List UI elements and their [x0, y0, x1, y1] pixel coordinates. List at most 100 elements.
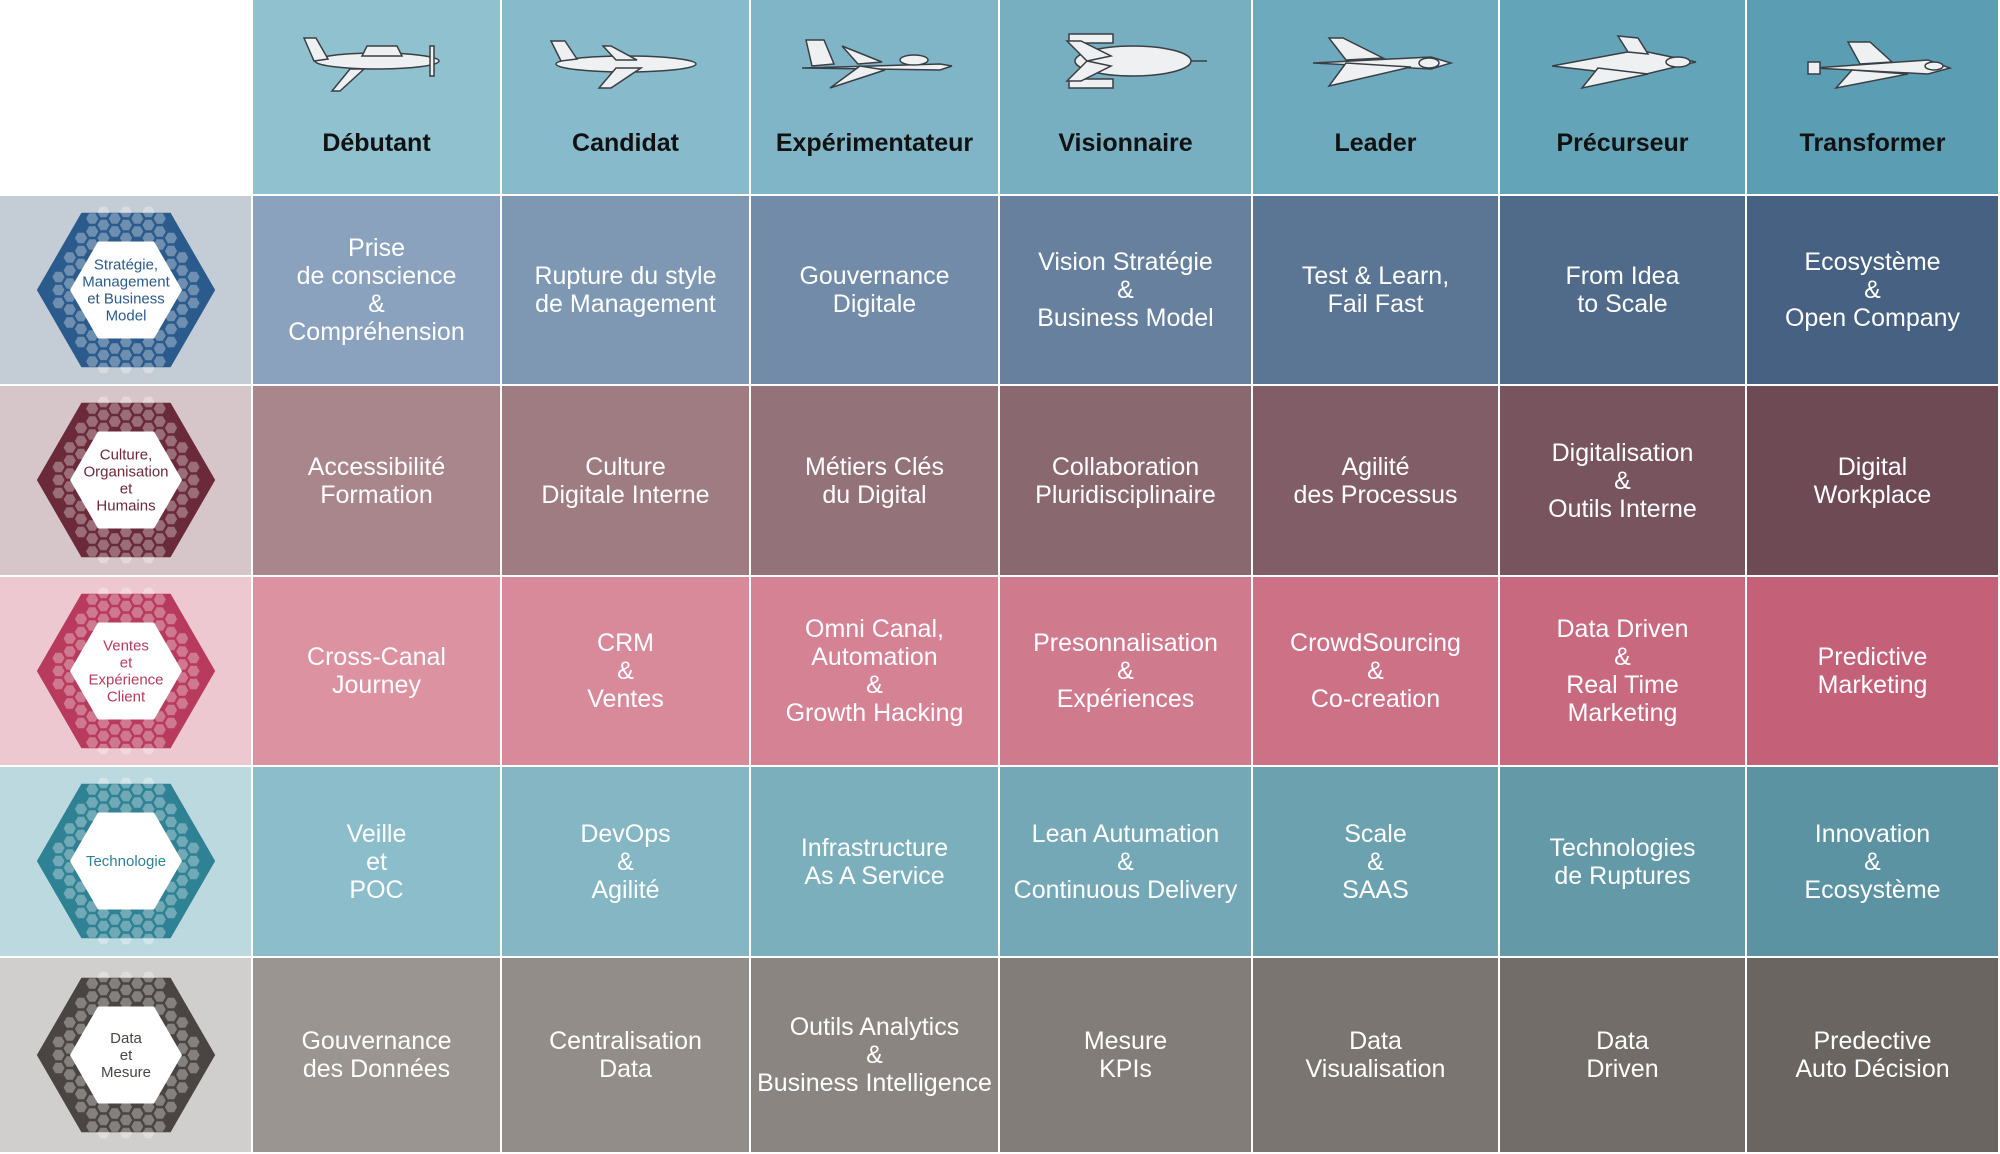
matrix-cell-text: Infrastructure As A Service	[800, 833, 949, 890]
matrix-cell: Centralisation Data	[502, 958, 749, 1152]
matrix-cell: Data Visualisation	[1253, 958, 1498, 1152]
matrix-cell-text: From Idea to Scale	[1565, 262, 1680, 318]
matrix-cell-text: Data Visualisation	[1305, 1027, 1446, 1083]
matrix-cell: Scale & SAAS	[1253, 767, 1498, 956]
matrix-cell: Test & Learn, Fail Fast	[1253, 196, 1498, 384]
matrix-cell: Technologies de Ruptures	[1500, 767, 1745, 956]
column-label: Leader	[1334, 129, 1417, 157]
row-category-label: Organisation	[83, 464, 168, 481]
matrix-cell-text: Omni Canal, Automation & Growth Hacking	[785, 615, 964, 727]
matrix-cell-text: Data Driven & Real Time Marketing	[1556, 615, 1689, 727]
row-category-label: Technologie	[85, 853, 165, 870]
light-aircraft-icon	[292, 16, 462, 129]
matrix-cell-text: Rupture du style de Management	[534, 262, 717, 318]
matrix-cell-text: Scale & SAAS	[1342, 819, 1409, 904]
space-shuttle-icon	[1291, 16, 1461, 129]
matrix-cell: Predictive Marketing	[1747, 577, 1998, 765]
matrix-cell-text: Métiers Clés du Digital	[805, 452, 944, 509]
matrix-cell: Gouvernance Digitale	[751, 196, 998, 384]
matrix-cell: Omni Canal, Automation & Growth Hacking	[751, 577, 998, 765]
row-category-label: Humains	[96, 498, 155, 515]
matrix-cell: Data Driven	[1500, 958, 1745, 1152]
spaceplane-icon	[1538, 16, 1708, 129]
matrix-cell-text: Presonnalisation & Expériences	[1033, 629, 1218, 713]
matrix-cell-text: DevOps & Agilité	[580, 819, 671, 904]
matrix-cell: Infrastructure As A Service	[751, 767, 998, 956]
matrix-cell-text: CRM & Ventes	[587, 629, 664, 713]
row-category-label: et Business	[87, 290, 165, 307]
matrix-cell: Lean Autumation & Continuous Delivery	[1000, 767, 1251, 956]
matrix-cell: Collaboration Pluridisciplinaire	[1000, 386, 1251, 575]
row-category-label: Management	[82, 273, 170, 290]
row-category-hexagon: Technologie	[0, 767, 251, 956]
matrix-cell: Culture Digitale Interne	[502, 386, 749, 575]
matrix-cell-text: Ecosystème & Open Company	[1784, 248, 1961, 332]
matrix-cell-text: Veille et POC	[346, 819, 407, 904]
fighter-jet-icon	[790, 16, 960, 129]
row-category-label: Culture,	[99, 447, 152, 464]
column-label: Transformer	[1799, 129, 1946, 157]
column-label: Visionnaire	[1058, 129, 1193, 157]
matrix-cell-text: Gouvernance des Données	[301, 1027, 452, 1083]
column-label: Débutant	[322, 129, 431, 157]
column-label: Candidat	[572, 129, 679, 157]
matrix-cell: Vision Stratégie & Business Model	[1000, 196, 1251, 384]
column-header: Débutant	[253, 0, 500, 194]
row-category-label: Client	[106, 688, 145, 705]
matrix-cell-text: Vision Stratégie & Business Model	[1037, 248, 1214, 332]
matrix-cell: Predective Auto Décision	[1747, 958, 1998, 1152]
matrix-cell: Mesure KPIs	[1000, 958, 1251, 1152]
matrix-cell-text: Test & Learn, Fail Fast	[1301, 262, 1450, 318]
matrix-cell-text: Gouvernance Digitale	[799, 262, 950, 318]
matrix-cell-text: Centralisation Data	[549, 1027, 702, 1083]
matrix-cell-text: Culture Digitale Interne	[541, 452, 710, 509]
matrix-cell: Métiers Clés du Digital	[751, 386, 998, 575]
column-label: Précurseur	[1556, 129, 1689, 157]
matrix-cell: CrowdSourcing & Co-creation	[1253, 577, 1498, 765]
matrix-cell: Data Driven & Real Time Marketing	[1500, 577, 1745, 765]
row-category-hexagon: Culture, Organisation et Humains	[0, 386, 251, 575]
matrix-cell: CRM & Ventes	[502, 577, 749, 765]
row-category-hexagon: Data et Mesure	[0, 958, 251, 1152]
column-header: Visionnaire	[1000, 0, 1251, 194]
shuttle-orbiter-icon	[1788, 16, 1958, 129]
matrix-cell-text: CrowdSourcing & Co-creation	[1290, 629, 1461, 713]
matrix-cell-text: Outils Analytics & Business Intelligence	[757, 1013, 992, 1097]
matrix-cell-text: Agilité des Processus	[1293, 452, 1458, 509]
matrix-cell: Innovation & Ecosystème	[1747, 767, 1998, 956]
row-category-label: et	[119, 654, 132, 671]
matrix-cell-text: Collaboration Pluridisciplinaire	[1035, 452, 1216, 509]
row-category-label: et	[119, 481, 132, 498]
matrix-cell: Digital Workplace	[1747, 386, 1998, 575]
row-category-label: Stratégie,	[93, 256, 157, 273]
matrix-cell-text: Digitalisation & Outils Interne	[1548, 438, 1697, 523]
row-category-label: Ventes	[103, 637, 149, 654]
row-category-hexagon: Ventes et Expérience Client	[0, 577, 251, 765]
row-category-label: et	[119, 1047, 132, 1064]
column-header: Candidat	[502, 0, 749, 194]
matrix-cell-text: Predective Auto Décision	[1795, 1027, 1950, 1083]
matrix-cell: Rupture du style de Management	[502, 196, 749, 384]
column-header: Leader	[1253, 0, 1498, 194]
row-category-label: Mesure	[100, 1064, 150, 1081]
matrix-cell: Cross-Canal Journey	[253, 577, 500, 765]
matrix-cell: Ecosystème & Open Company	[1747, 196, 1998, 384]
matrix-cell-text: Prise de conscience & Compréhension	[288, 234, 465, 346]
matrix-cell: Presonnalisation & Expériences	[1000, 577, 1251, 765]
matrix-cell: DevOps & Agilité	[502, 767, 749, 956]
matrix-cell-text: Lean Autumation & Continuous Delivery	[1013, 819, 1238, 904]
row-category-label: Expérience	[88, 671, 163, 688]
column-header: Précurseur	[1500, 0, 1745, 194]
matrix-cell: Prise de conscience & Compréhension	[253, 196, 500, 384]
space-shuttle-stack-icon	[1041, 16, 1211, 129]
row-category-hexagon: Stratégie, Management et Business Model	[0, 196, 251, 384]
matrix-cell-text: Digital Workplace	[1813, 452, 1932, 509]
matrix-cell: Accessibilité Formation	[253, 386, 500, 575]
matrix-cell: Gouvernance des Données	[253, 958, 500, 1152]
airliner-icon	[541, 16, 711, 129]
matrix-cell-text: Mesure KPIs	[1083, 1027, 1168, 1083]
matrix-cell-text: Innovation & Ecosystème	[1804, 819, 1941, 904]
column-header: Expérimentateur	[751, 0, 998, 194]
column-header: Transformer	[1747, 0, 1998, 194]
